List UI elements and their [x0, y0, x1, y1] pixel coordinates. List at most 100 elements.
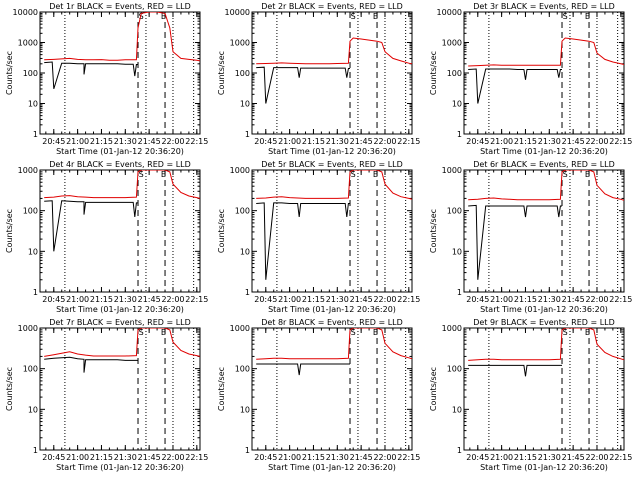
y-tick-label: 100 — [23, 207, 38, 216]
interval-marker-s: S — [563, 328, 568, 337]
x-axis-label: Start Time (01-Jan-12 20:36:20) — [480, 305, 608, 314]
y-axis-label: Counts/sec — [217, 51, 226, 95]
x-tick-label: 20:45 — [254, 295, 277, 304]
plot-frame — [39, 169, 201, 293]
series-events — [44, 356, 138, 373]
y-tick-label: 10 — [240, 247, 250, 256]
series-lld — [44, 328, 200, 357]
panel-title: Det 6r BLACK = Events, RED = LLD — [473, 160, 615, 169]
plot-frame — [463, 11, 625, 135]
x-tick-label: 22:15 — [397, 295, 420, 304]
panel-title: Det 8r BLACK = Events, RED = LLD — [261, 318, 403, 327]
x-tick-label: 22:15 — [609, 295, 632, 304]
y-tick-label: 10000 — [13, 8, 38, 17]
x-tick-label: 20:45 — [42, 453, 65, 462]
y-tick-label: 1 — [33, 130, 38, 139]
x-axis-label: Start Time (01-Jan-12 20:36:20) — [268, 147, 396, 156]
interval-marker-e: E — [585, 170, 590, 179]
interval-marker-s: S — [563, 170, 568, 179]
x-axis-label: Start Time (01-Jan-12 20:36:20) — [480, 463, 608, 472]
x-tick-label: 22:15 — [397, 453, 420, 462]
interval-marker-e: E — [161, 170, 166, 179]
x-tick-label: 21:00 — [490, 295, 513, 304]
x-tick-label: 21:00 — [490, 453, 513, 462]
y-axis-label: Counts/sec — [217, 209, 226, 253]
interval-marker-e: E — [373, 328, 378, 337]
x-tick-label: 21:00 — [66, 295, 89, 304]
y-tick-label: 1 — [245, 130, 250, 139]
x-tick-label: 21:45 — [138, 137, 161, 146]
interval-marker-e: E — [161, 12, 166, 21]
x-tick-label: 20:45 — [466, 295, 489, 304]
y-tick-label: 1000 — [442, 324, 462, 333]
x-tick-label: 21:30 — [538, 453, 561, 462]
y-tick-label: 10000 — [225, 8, 250, 17]
y-tick-label: 10 — [28, 100, 38, 109]
plot-frame — [463, 169, 625, 293]
x-axis-label: Start Time (01-Jan-12 20:36:20) — [268, 305, 396, 314]
y-tick-label: 10 — [452, 100, 462, 109]
panel-5: Det 5r BLACK = Events, RED = LLD Counts/s… — [217, 160, 420, 314]
y-tick-label: 100 — [447, 207, 462, 216]
panel-8: Det 8r BLACK = Events, RED = LLD Counts/s… — [217, 318, 420, 472]
x-tick-label: 20:45 — [42, 137, 65, 146]
series-lld — [468, 170, 624, 201]
y-tick-label: 1000 — [230, 324, 250, 333]
series-lld — [256, 170, 412, 200]
x-tick-label: 20:45 — [254, 137, 277, 146]
series-events — [44, 200, 138, 252]
y-tick-label: 100 — [447, 365, 462, 374]
x-tick-label: 20:45 — [254, 453, 277, 462]
y-tick-label: 1000 — [230, 39, 250, 48]
interval-marker-e: E — [585, 328, 590, 337]
panel-title: Det 4r BLACK = Events, RED = LLD — [49, 160, 191, 169]
x-tick-label: 21:00 — [278, 137, 301, 146]
x-axis-label: Start Time (01-Jan-12 20:36:20) — [268, 463, 396, 472]
y-tick-label: 1 — [457, 288, 462, 297]
x-tick-label: 21:30 — [114, 137, 137, 146]
interval-marker-s: S — [351, 12, 356, 21]
x-tick-label: 21:00 — [490, 137, 513, 146]
series-events — [256, 66, 350, 104]
x-tick-label: 21:15 — [514, 137, 537, 146]
x-tick-label: 21:15 — [90, 453, 113, 462]
y-tick-label: 1000 — [230, 166, 250, 175]
x-tick-label: 21:45 — [350, 453, 373, 462]
x-tick-label: 21:30 — [538, 137, 561, 146]
panel-3: Det 3r BLACK = Events, RED = LLD Counts/s… — [429, 2, 632, 156]
panel-9: Det 9r BLACK = Events, RED = LLD Counts/s… — [429, 318, 632, 472]
y-tick-label: 10 — [452, 247, 462, 256]
y-tick-label: 100 — [235, 69, 250, 78]
interval-marker-e: E — [373, 12, 378, 21]
series-events — [256, 202, 350, 280]
x-tick-label: 20:45 — [42, 295, 65, 304]
y-tick-label: 10 — [452, 405, 462, 414]
y-tick-label: 10 — [240, 405, 250, 414]
interval-marker-s: S — [139, 328, 144, 337]
x-tick-label: 21:15 — [514, 453, 537, 462]
panel-2: Det 2r BLACK = Events, RED = LLD Counts/s… — [217, 2, 420, 156]
x-tick-label: 21:45 — [562, 137, 585, 146]
x-tick-label: 21:30 — [326, 137, 349, 146]
panel-title: Det 5r BLACK = Events, RED = LLD — [261, 160, 403, 169]
y-axis-label: Counts/sec — [429, 367, 438, 411]
x-tick-label: 21:15 — [302, 453, 325, 462]
x-tick-label: 22:15 — [609, 137, 632, 146]
y-tick-label: 1 — [245, 288, 250, 297]
y-tick-label: 10 — [28, 405, 38, 414]
y-axis-label: Counts/sec — [5, 367, 14, 411]
panel-4: Det 4r BLACK = Events, RED = LLD Counts/s… — [5, 160, 208, 314]
panel-7: Det 7r BLACK = Events, RED = LLD Counts/s… — [5, 318, 208, 472]
interval-marker-s: S — [351, 170, 356, 179]
y-tick-label: 100 — [447, 69, 462, 78]
series-events — [468, 68, 562, 104]
x-tick-label: 22:00 — [161, 295, 184, 304]
y-tick-label: 1 — [457, 446, 462, 455]
x-tick-label: 21:00 — [278, 295, 301, 304]
x-tick-label: 21:45 — [138, 453, 161, 462]
x-tick-label: 21:30 — [114, 295, 137, 304]
x-tick-label: 22:00 — [585, 295, 608, 304]
interval-marker-s: S — [563, 12, 568, 21]
x-tick-label: 21:15 — [514, 295, 537, 304]
